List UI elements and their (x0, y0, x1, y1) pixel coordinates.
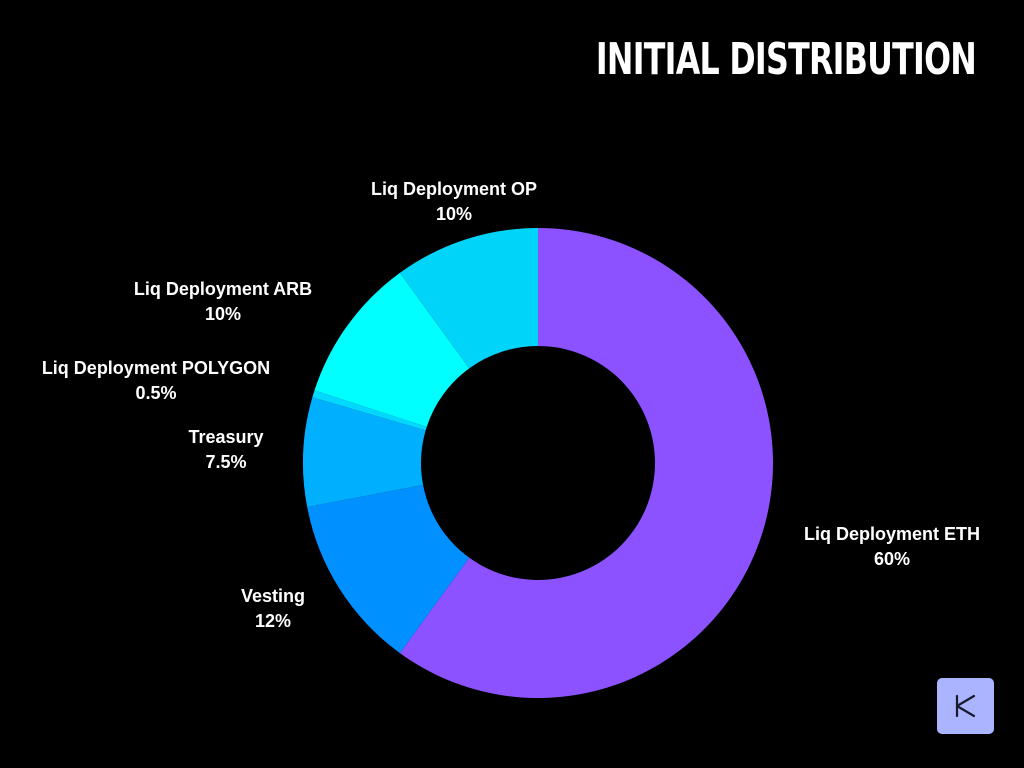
slice-label-name: Treasury (188, 427, 264, 447)
slice-label-value: 60% (873, 549, 911, 569)
slice-label-name: Liq Deployment POLYGON (41, 358, 271, 378)
slice-label-name: Liq Deployment OP (370, 179, 538, 199)
slice-label: Liq Deployment ETH 60% (804, 522, 980, 572)
slice-label: Treasury 7.5% (188, 425, 263, 475)
slice-label-name: Liq Deployment ETH (803, 524, 981, 544)
slice-label: Vesting 12% (241, 584, 305, 634)
slice-label-name: Vesting (240, 586, 306, 606)
slice-label-value: 10% (435, 204, 473, 224)
slice-vesting (307, 484, 470, 654)
slice-liq-deployment-polygon (312, 390, 427, 431)
brand-logo[interactable] (937, 678, 994, 734)
slice-label-name: Liq Deployment ARB (133, 279, 313, 299)
slice-liq-deployment-op (399, 228, 538, 369)
slice-label-value: 10% (204, 304, 242, 324)
slice-liq-deployment-eth (399, 228, 773, 698)
slice-label-value: 0.5% (135, 383, 177, 403)
slice-label: Liq Deployment POLYGON 0.5% (42, 356, 270, 406)
slice-label-value: 7.5% (205, 452, 247, 472)
slice-treasury (303, 397, 426, 508)
slice-label: Liq Deployment ARB 10% (134, 277, 312, 327)
brand-logo-icon (955, 694, 975, 718)
slice-liq-deployment-arb (314, 272, 470, 427)
slice-label-value: 12% (254, 611, 292, 631)
page-title: INITIAL DISTRIBUTION (595, 34, 977, 85)
slice-label: Liq Deployment OP 10% (371, 177, 537, 227)
